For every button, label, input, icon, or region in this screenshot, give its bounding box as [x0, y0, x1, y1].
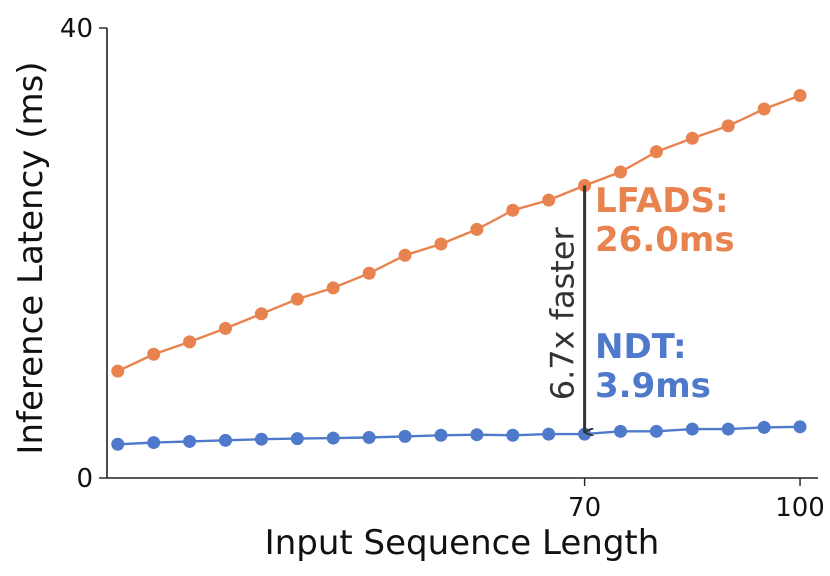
- ndt-point: [685, 422, 699, 436]
- lfads-point: [434, 237, 448, 251]
- lfads-point: [362, 266, 376, 280]
- y-tick-label: 40: [60, 14, 93, 44]
- y-tick-label: 0: [76, 464, 93, 494]
- ndt-point: [506, 428, 520, 442]
- lfads-point: [254, 307, 268, 321]
- ndt-point: [290, 432, 304, 446]
- lfads-annotation-name: LFADS:: [595, 181, 729, 221]
- series-layer: [111, 89, 807, 451]
- lfads-point: [685, 131, 699, 145]
- lfads-point: [757, 102, 771, 116]
- ndt-point: [793, 420, 807, 434]
- lfads-point: [219, 321, 232, 335]
- ndt-point: [398, 429, 412, 443]
- x-tick-label: 70: [568, 493, 601, 523]
- ndt-annotation-name: NDT:: [595, 327, 687, 367]
- ndt-point: [434, 428, 448, 442]
- lfads-point: [721, 119, 735, 133]
- ndt-point: [147, 436, 161, 450]
- ndt-point: [542, 427, 556, 441]
- ndt-point: [649, 424, 663, 438]
- y-axis-label: Inference Latency (ms): [11, 61, 51, 454]
- x-axis-label: Input Sequence Length: [265, 523, 660, 563]
- speedup-label: 6.7x faster: [544, 227, 582, 401]
- axis-ticks: 0 40 70 100: [60, 14, 825, 523]
- ndt-point: [757, 420, 771, 434]
- lfads-annotation-value: 26.0ms: [595, 220, 735, 260]
- lfads-point: [614, 165, 627, 179]
- lfads-point: [326, 281, 340, 295]
- lfads-point: [542, 193, 556, 207]
- x-tick-label: 100: [775, 493, 825, 523]
- ndt-point: [721, 422, 735, 436]
- lfads-point: [649, 145, 663, 159]
- ndt-point: [254, 432, 268, 446]
- lfads-point: [290, 292, 304, 306]
- lfads-point: [506, 203, 520, 217]
- lfads-point: [147, 347, 161, 361]
- lfads-point: [111, 364, 125, 378]
- lfads-point: [793, 89, 807, 102]
- ndt-point: [614, 424, 627, 438]
- ndt-point: [362, 431, 376, 444]
- lfads-point: [470, 222, 484, 236]
- lfads-point: [183, 335, 197, 349]
- ndt-point: [219, 433, 232, 447]
- ndt-point: [183, 434, 197, 448]
- ndt-annotation-value: 3.9ms: [595, 366, 711, 406]
- ndt-point: [326, 431, 340, 445]
- ndt-point: [111, 437, 125, 451]
- ndt-point: [470, 428, 484, 442]
- lfads-point: [398, 248, 412, 262]
